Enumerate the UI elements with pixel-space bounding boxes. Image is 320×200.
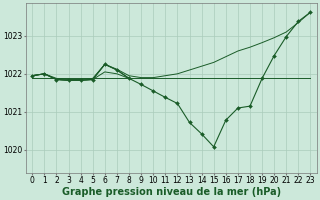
X-axis label: Graphe pression niveau de la mer (hPa): Graphe pression niveau de la mer (hPa) (62, 187, 281, 197)
